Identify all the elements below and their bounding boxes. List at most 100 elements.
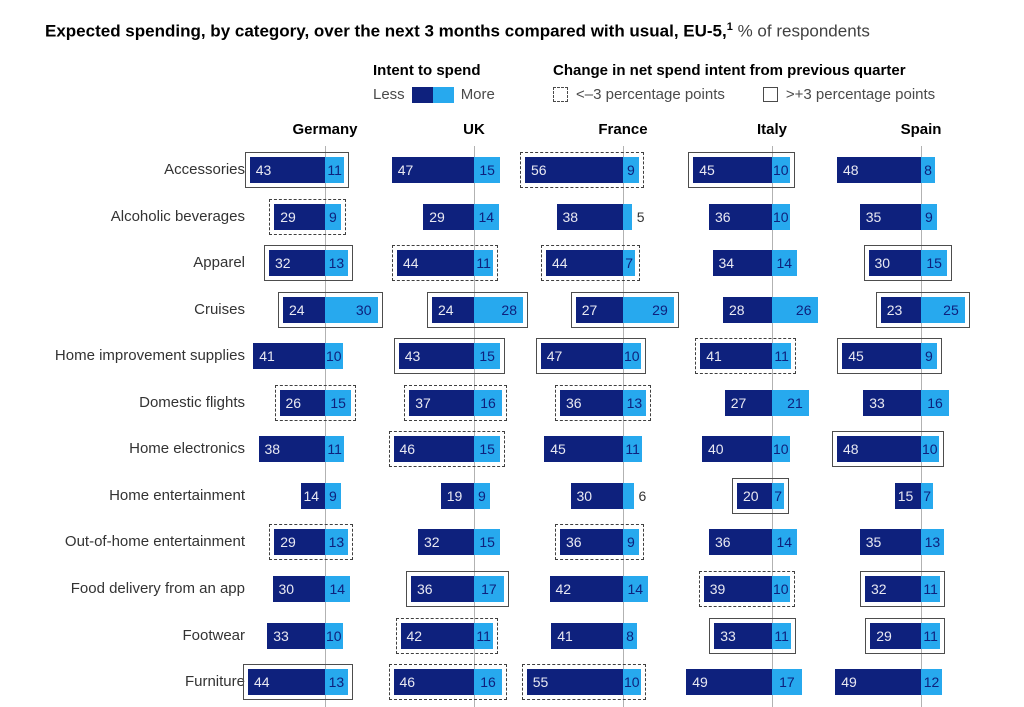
more-bar: 15 bbox=[325, 389, 352, 416]
change-outline-up bbox=[865, 617, 946, 654]
axis-line bbox=[622, 146, 624, 707]
less-bar: 44 bbox=[248, 669, 325, 696]
less-bar: 32 bbox=[269, 250, 325, 277]
bar-group: 47 10 bbox=[540, 343, 641, 370]
change-outline-down bbox=[695, 338, 797, 375]
change-outline-up bbox=[393, 338, 506, 375]
change-outline-down bbox=[541, 245, 641, 282]
bar-group: 30 15 bbox=[868, 250, 948, 277]
category-label: Home entertainment bbox=[109, 486, 245, 504]
more-value-outside: 5 bbox=[636, 208, 645, 225]
bar-group: 35 9 bbox=[859, 203, 937, 230]
less-bar: 20 bbox=[737, 482, 772, 509]
more-bar: 7 bbox=[623, 250, 636, 277]
less-bar: 27 bbox=[575, 296, 623, 323]
less-bar: 36 bbox=[411, 575, 474, 602]
title-footnote-marker: 1 bbox=[726, 21, 733, 33]
less-bar: 48 bbox=[837, 157, 921, 183]
less-bar: 30 bbox=[868, 250, 921, 277]
bar-group: 33 10 bbox=[267, 622, 343, 649]
bar-group: 44 7 bbox=[546, 250, 636, 277]
bar-group: 49 12 bbox=[835, 669, 942, 696]
bar-group: 46 15 bbox=[393, 436, 501, 463]
change-outline-up bbox=[837, 338, 942, 375]
change-outline-down bbox=[269, 198, 346, 235]
bar-group: 19 9 bbox=[440, 482, 490, 509]
bar-group: 30 14 bbox=[272, 575, 350, 602]
more-bar: 15 bbox=[474, 529, 501, 556]
less-bar: 28 bbox=[723, 296, 772, 323]
more-bar: 7 bbox=[772, 482, 785, 509]
legend-more-label: More bbox=[460, 86, 495, 103]
less-bar: 36 bbox=[560, 389, 623, 416]
more-bar: 11 bbox=[921, 575, 941, 602]
more-bar: 10 bbox=[772, 203, 790, 230]
bar-group: 29 13 bbox=[274, 529, 348, 556]
more-bar: 13 bbox=[325, 529, 348, 556]
more-bar: 29 bbox=[623, 296, 674, 323]
more-bar: 16 bbox=[921, 389, 949, 416]
bar-group: 33 11 bbox=[714, 622, 792, 649]
more-bar: 9 bbox=[623, 529, 639, 556]
less-bar: 35 bbox=[859, 203, 921, 230]
category-label: Apparel bbox=[193, 254, 245, 272]
more-bar: 11 bbox=[325, 157, 345, 183]
more-bar: 17 bbox=[772, 669, 802, 696]
change-outline-up bbox=[875, 291, 970, 328]
less-bar: 26 bbox=[279, 389, 325, 416]
less-bar: 29 bbox=[423, 203, 474, 230]
more-bar: 16 bbox=[474, 669, 502, 696]
more-bar: 11 bbox=[623, 436, 643, 463]
bar-group: 42 11 bbox=[400, 622, 494, 649]
more-bar: 14 bbox=[623, 575, 648, 602]
more-bar: 15 bbox=[474, 343, 501, 370]
more-bar: 11 bbox=[474, 250, 494, 277]
less-bar: 32 bbox=[418, 529, 474, 556]
change-outline-up bbox=[264, 245, 353, 282]
bar-group: 20 7 bbox=[737, 482, 785, 509]
more-bar: 15 bbox=[921, 250, 948, 277]
bar-group: 36 9 bbox=[560, 529, 639, 556]
title-main: Expected spending, by category, over the… bbox=[45, 21, 727, 41]
less-bar: 49 bbox=[835, 669, 921, 696]
more-bar bbox=[623, 482, 634, 509]
bar-group: 36 14 bbox=[709, 529, 797, 556]
more-bar: 10 bbox=[772, 575, 790, 602]
bar-group: 47 15 bbox=[391, 157, 501, 183]
bar-group: 40 10 bbox=[702, 436, 790, 463]
country-header: Italy bbox=[756, 121, 787, 138]
more-bar: 10 bbox=[772, 436, 790, 463]
axis-line bbox=[473, 146, 475, 707]
more-bar: 9 bbox=[325, 482, 341, 509]
more-bar: 10 bbox=[623, 669, 641, 696]
more-bar: 30 bbox=[325, 296, 378, 323]
bar-group: 41 11 bbox=[700, 343, 792, 370]
less-bar: 43 bbox=[249, 157, 325, 183]
less-bar: 45 bbox=[544, 436, 623, 463]
bar-group: 38 11 bbox=[258, 436, 345, 463]
legend-intent: Intent to spend Less More bbox=[373, 62, 495, 103]
less-bar: 36 bbox=[560, 529, 623, 556]
bar-group: 30 bbox=[570, 482, 634, 509]
change-outline-down bbox=[388, 664, 507, 701]
more-bar: 28 bbox=[474, 296, 523, 323]
less-bar: 56 bbox=[525, 157, 623, 183]
more-bar: 9 bbox=[623, 157, 639, 183]
legend-change: Change in net spend intent from previous… bbox=[553, 62, 935, 103]
less-bar: 44 bbox=[397, 250, 474, 277]
change-outline-down bbox=[555, 384, 651, 421]
change-outline-down bbox=[521, 664, 646, 701]
less-bar: 23 bbox=[880, 296, 921, 323]
change-outline-down bbox=[404, 384, 507, 421]
solid-outline-icon bbox=[762, 87, 778, 102]
less-bar: 46 bbox=[393, 669, 474, 696]
change-outline-up bbox=[406, 570, 509, 607]
change-outline-down bbox=[274, 384, 357, 421]
less-bar: 29 bbox=[274, 529, 325, 556]
more-bar: 11 bbox=[474, 622, 494, 649]
more-bar: 14 bbox=[772, 250, 797, 277]
bar-group: 33 16 bbox=[863, 389, 949, 416]
bar-group: 42 14 bbox=[549, 575, 648, 602]
less-bar: 34 bbox=[712, 250, 772, 277]
less-bar: 47 bbox=[391, 157, 474, 183]
